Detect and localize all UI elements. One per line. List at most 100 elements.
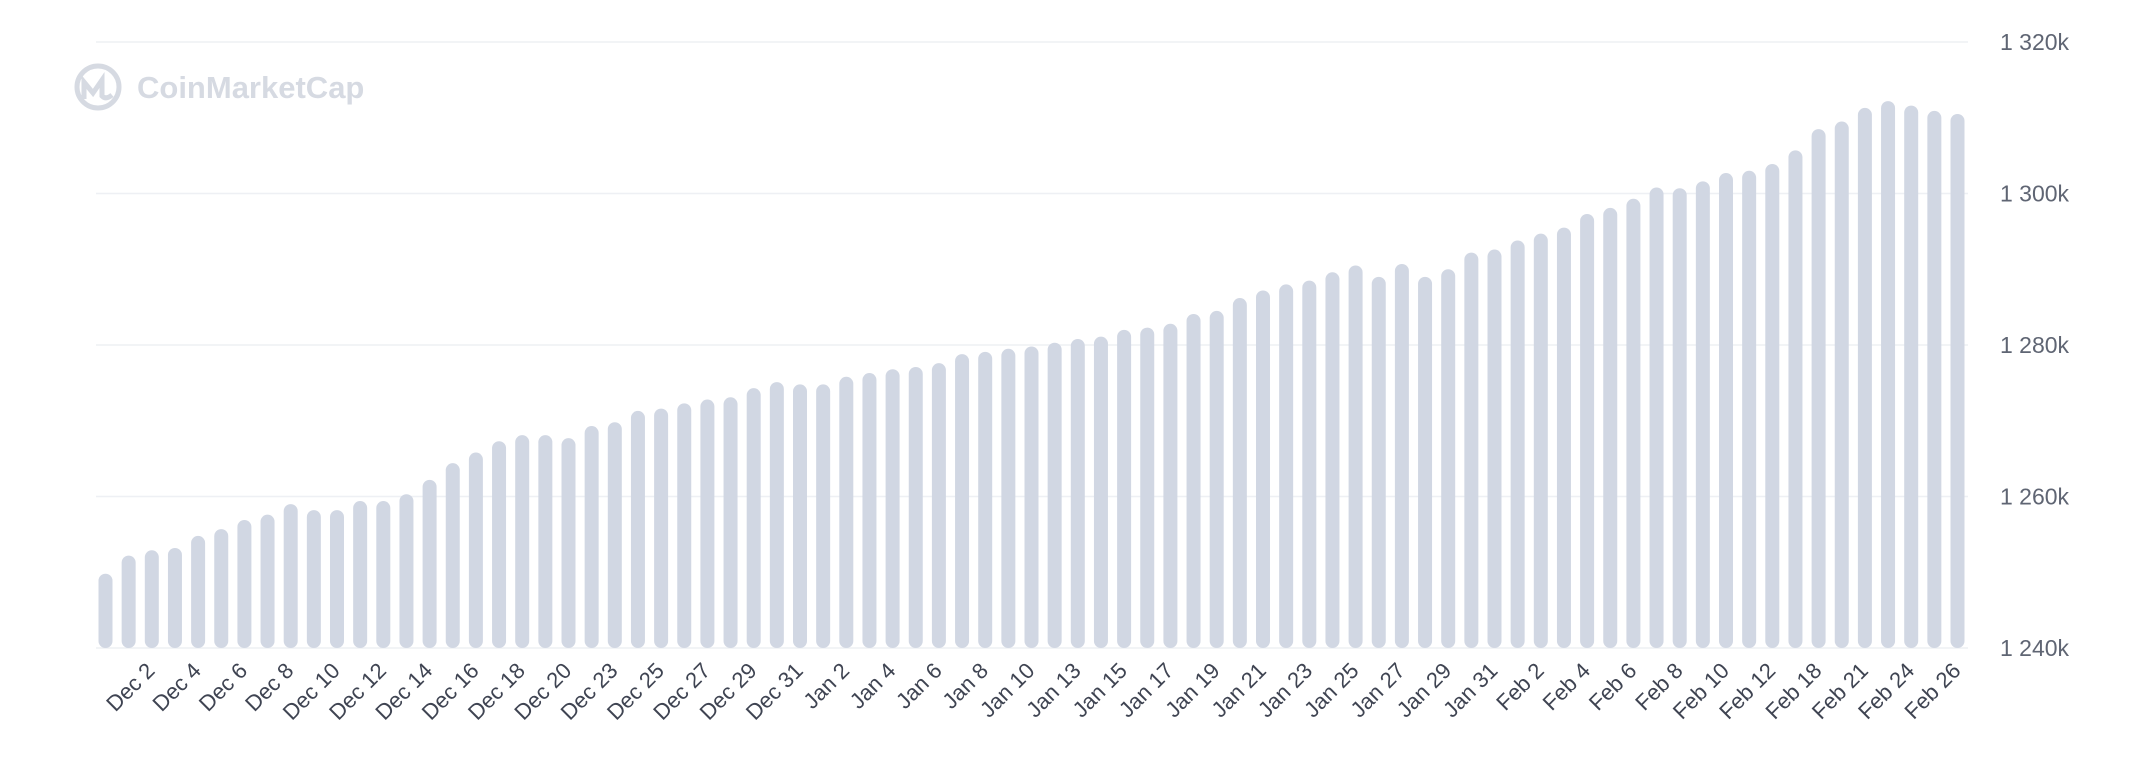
watermark-text: CoinMarketCap xyxy=(137,70,364,105)
bar xyxy=(607,422,622,648)
x-tick-label: Feb 6 xyxy=(1584,658,1641,715)
bar xyxy=(1695,181,1710,648)
x-tick-label: Feb 2 xyxy=(1491,658,1548,715)
bar xyxy=(445,463,460,648)
bar xyxy=(1556,227,1571,648)
bar xyxy=(885,369,900,648)
bar xyxy=(283,504,298,648)
bar xyxy=(376,501,391,648)
bar xyxy=(306,510,321,648)
bar xyxy=(1487,249,1502,648)
bar xyxy=(538,435,553,648)
bar xyxy=(1209,310,1224,648)
bar xyxy=(1441,269,1456,648)
bar xyxy=(1603,207,1618,648)
y-axis-ticks: 1 240k 1 260k 1 280k 1 300k 1 320k xyxy=(2000,29,2070,661)
bar xyxy=(1834,121,1849,649)
bar xyxy=(1140,327,1155,648)
x-tick-label: Jan 4 xyxy=(845,658,901,714)
x-tick-label: Jan 2 xyxy=(798,658,854,714)
bar xyxy=(1117,329,1132,648)
bar xyxy=(1047,342,1062,648)
watermark: CoinMarketCap xyxy=(74,63,364,111)
x-tick-label: Dec 2 xyxy=(101,658,159,716)
bar xyxy=(1279,284,1294,648)
bar xyxy=(399,494,414,648)
bar xyxy=(237,519,252,648)
bar xyxy=(1580,213,1595,648)
bar xyxy=(1325,272,1340,648)
bar xyxy=(1904,105,1919,648)
bar xyxy=(1464,252,1479,648)
bar xyxy=(1163,323,1178,648)
bar xyxy=(1672,188,1687,648)
bar xyxy=(1950,113,1965,648)
bar xyxy=(746,388,761,648)
bar xyxy=(422,479,437,648)
bar xyxy=(1256,290,1270,648)
bar xyxy=(1070,338,1085,648)
bar xyxy=(677,403,692,648)
y-tick-label: 1 260k xyxy=(2000,484,2070,510)
bar xyxy=(1510,240,1525,648)
bar xyxy=(214,529,229,648)
bar xyxy=(584,426,599,648)
x-tick-label: Feb 4 xyxy=(1538,658,1595,715)
x-tick-label: Dec 4 xyxy=(148,658,206,716)
bar xyxy=(1881,101,1896,649)
bar xyxy=(1024,346,1039,648)
bar xyxy=(98,573,113,648)
bar xyxy=(908,366,923,648)
bar xyxy=(1001,348,1016,648)
bar xyxy=(515,435,530,648)
bar xyxy=(1093,336,1108,648)
bar xyxy=(816,384,831,648)
bar xyxy=(700,399,715,648)
bar xyxy=(121,555,136,648)
bar xyxy=(1533,233,1548,648)
bar xyxy=(1371,276,1386,648)
bar xyxy=(1626,198,1641,649)
bar xyxy=(1348,265,1363,648)
bar xyxy=(931,363,946,648)
bar xyxy=(1719,173,1733,649)
bar xyxy=(1857,107,1872,648)
bars xyxy=(98,101,1965,649)
bar xyxy=(654,408,669,648)
bar xyxy=(793,384,807,648)
bar xyxy=(1765,163,1780,648)
bar xyxy=(723,397,738,648)
x-tick-label: Jan 6 xyxy=(891,658,947,714)
bar xyxy=(955,354,970,648)
bar xyxy=(1232,298,1247,648)
bar xyxy=(839,376,854,648)
bar xyxy=(862,373,877,648)
bar xyxy=(561,438,576,648)
bar xyxy=(1927,110,1942,649)
bar xyxy=(260,514,275,648)
bar xyxy=(1418,276,1433,648)
bar xyxy=(353,501,368,648)
bar xyxy=(144,550,159,648)
y-tick-label: 1 300k xyxy=(2000,181,2070,207)
bar xyxy=(191,535,206,648)
bar xyxy=(1302,280,1317,648)
coinmarketcap-logo-icon xyxy=(74,63,122,111)
y-tick-label: 1 280k xyxy=(2000,332,2070,358)
y-tick-label: 1 320k xyxy=(2000,29,2070,55)
bar xyxy=(630,410,645,648)
bar xyxy=(1649,187,1664,648)
bar xyxy=(1788,150,1803,648)
x-tick-label: Dec 6 xyxy=(194,658,252,716)
bar xyxy=(1742,170,1757,648)
bar xyxy=(769,382,784,648)
bar xyxy=(468,452,483,648)
bar xyxy=(492,441,507,648)
bar xyxy=(1186,313,1201,648)
bar xyxy=(330,510,344,648)
bar xyxy=(1394,263,1409,648)
bar xyxy=(978,351,993,648)
y-tick-label: 1 240k xyxy=(2000,635,2070,661)
